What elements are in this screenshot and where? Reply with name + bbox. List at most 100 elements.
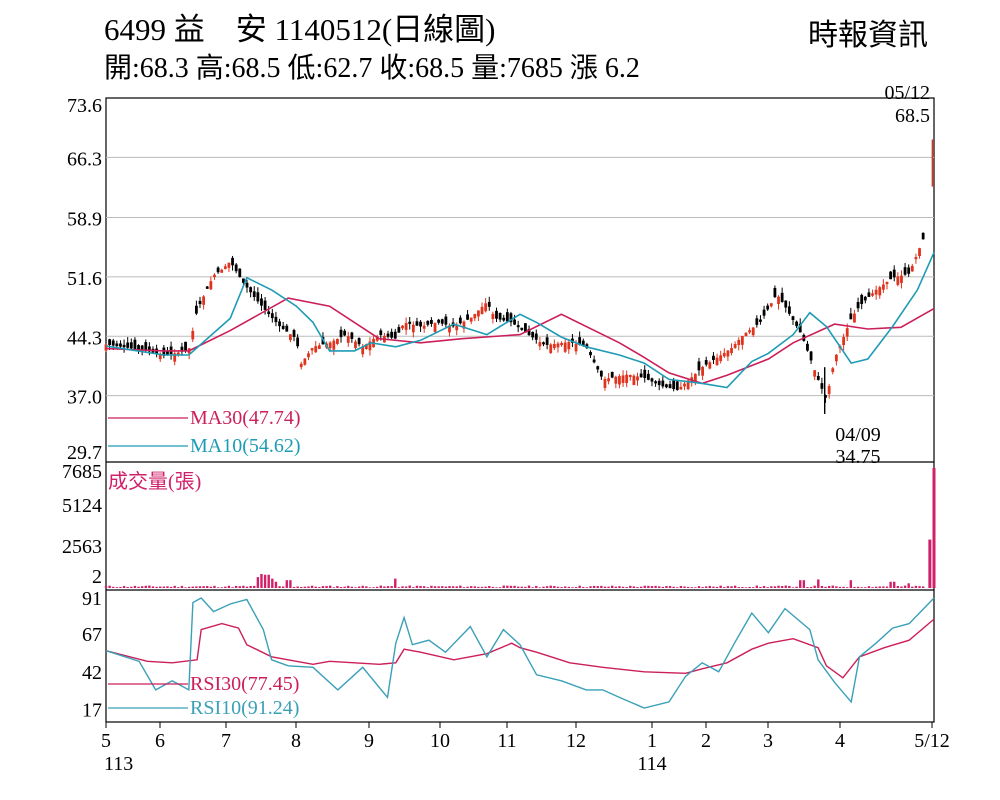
volume-bar (741, 587, 744, 588)
volume-bar (697, 586, 701, 588)
volume-bar (408, 585, 411, 588)
candle-body (502, 317, 506, 321)
volume-bar (748, 586, 751, 588)
candle-body (223, 266, 227, 269)
candle-body (795, 321, 799, 327)
volume-bar (784, 585, 787, 588)
volume-bar (422, 586, 426, 588)
volume-bar (643, 585, 646, 588)
candle-body (260, 298, 263, 306)
candle-body (910, 265, 914, 272)
volume-bar (715, 586, 719, 588)
candle-body (863, 296, 867, 301)
volume-bar (375, 586, 379, 588)
ma10-legend-label: MA10(54.62) (190, 435, 301, 457)
volume-bar (661, 586, 665, 588)
candle-body (455, 325, 459, 331)
volume-bar (198, 586, 202, 588)
candle-body (675, 381, 679, 390)
candle-body (289, 334, 292, 341)
candle-body (205, 286, 209, 289)
candle-body (104, 344, 108, 351)
candle-body (227, 262, 231, 268)
volume-bar (560, 587, 563, 588)
candle-body (816, 375, 820, 380)
volume-bar (596, 586, 599, 588)
volume-bar (339, 587, 343, 588)
volume-bar (365, 586, 368, 588)
volume-bar (636, 587, 639, 588)
volume-bar (683, 586, 686, 588)
volume-bar (574, 587, 578, 588)
candle-body (245, 282, 249, 288)
rsi10-legend-label: RSI10(91.24) (190, 697, 299, 719)
candle-body (730, 348, 733, 354)
candle-body (610, 371, 614, 378)
candle-body (274, 316, 278, 323)
volume-bar (889, 581, 892, 588)
candle-body (871, 293, 874, 296)
volume-bar (835, 586, 838, 588)
volume-bar (263, 574, 267, 588)
volume-bar (383, 586, 386, 588)
volume-bar (885, 586, 889, 588)
candle-body (900, 275, 903, 283)
candle-body (643, 369, 647, 379)
candle-body (531, 331, 535, 338)
volume-bar (202, 586, 205, 588)
candle-body (708, 362, 712, 369)
x-tick-label: 6 (155, 730, 165, 752)
volume-bar (180, 585, 184, 588)
volume-bar (328, 585, 332, 588)
candle-body (263, 300, 267, 310)
volume-bar (506, 585, 509, 588)
candle-body (907, 267, 911, 274)
candle-body (249, 287, 253, 293)
candle-body (115, 343, 119, 347)
year-label: 113 (104, 753, 133, 775)
volume-bar (903, 585, 907, 588)
candle-body (202, 296, 206, 305)
candle-body (556, 343, 560, 348)
volume-bar (921, 586, 925, 588)
candle-body (444, 316, 448, 325)
candle-body (133, 339, 137, 349)
candle-body (596, 366, 600, 370)
volume-bar (799, 580, 802, 588)
candle-body (256, 292, 260, 302)
volume-bar (531, 587, 534, 588)
volume-bar (516, 586, 520, 588)
volume-bar (126, 587, 129, 588)
candle-body (719, 355, 723, 362)
volume-title: 成交量(張) (108, 470, 201, 493)
candle-body (524, 323, 527, 333)
candle-body (437, 319, 441, 323)
volume-bar (307, 586, 310, 588)
volume-bar (658, 586, 661, 588)
candle-body (806, 343, 809, 351)
volume-bar (206, 585, 209, 588)
candle-body (513, 319, 516, 325)
candle-body (473, 313, 477, 319)
candle-body (252, 291, 256, 298)
volume-bar (589, 586, 592, 588)
candle-body (332, 340, 336, 350)
x-tick-label: 1 (647, 730, 657, 752)
candle-body (469, 317, 473, 322)
volume-bar (690, 587, 693, 588)
rsi-tick-label: 42 (82, 662, 102, 684)
volume-bar (567, 586, 571, 588)
candle-body (433, 322, 437, 332)
volume-bar (289, 580, 292, 588)
volume-bar (231, 587, 234, 588)
data-source-label: 時報資訊 (808, 19, 928, 52)
candle-body (704, 360, 708, 365)
volume-bar (625, 587, 628, 588)
candle-body (350, 332, 354, 339)
candle-body (404, 322, 408, 330)
volume-bar (509, 585, 513, 588)
candle-body (144, 342, 148, 351)
volume-bar (245, 586, 249, 588)
candle-body (715, 357, 719, 366)
